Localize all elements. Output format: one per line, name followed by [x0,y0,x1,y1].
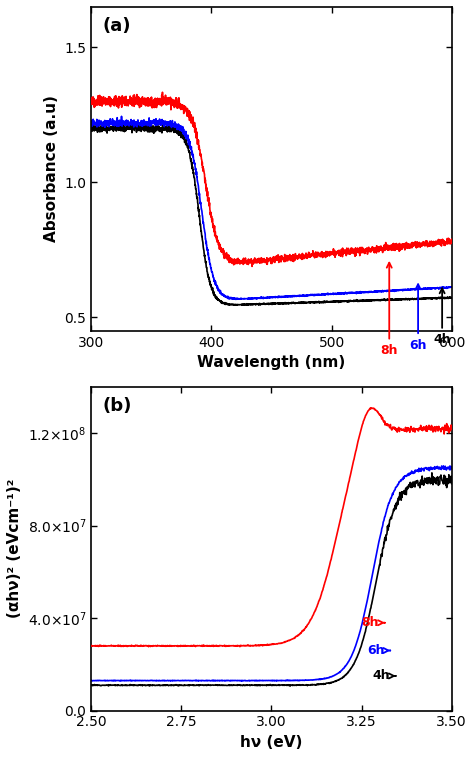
Y-axis label: (αhν)² (eVcm⁻¹)²: (αhν)² (eVcm⁻¹)² [7,479,22,618]
Text: (a): (a) [102,17,130,35]
Text: 6h: 6h [410,285,427,352]
Text: (b): (b) [102,397,131,415]
Text: 6h: 6h [367,644,390,657]
X-axis label: Wavelength (nm): Wavelength (nm) [197,355,346,370]
Text: 4h: 4h [433,288,451,347]
Text: 8h: 8h [381,263,398,357]
Text: 8h: 8h [362,616,385,629]
X-axis label: hν (eV): hν (eV) [240,735,303,750]
Text: 4h: 4h [373,669,396,683]
Y-axis label: Absorbance (a.u): Absorbance (a.u) [44,95,59,242]
